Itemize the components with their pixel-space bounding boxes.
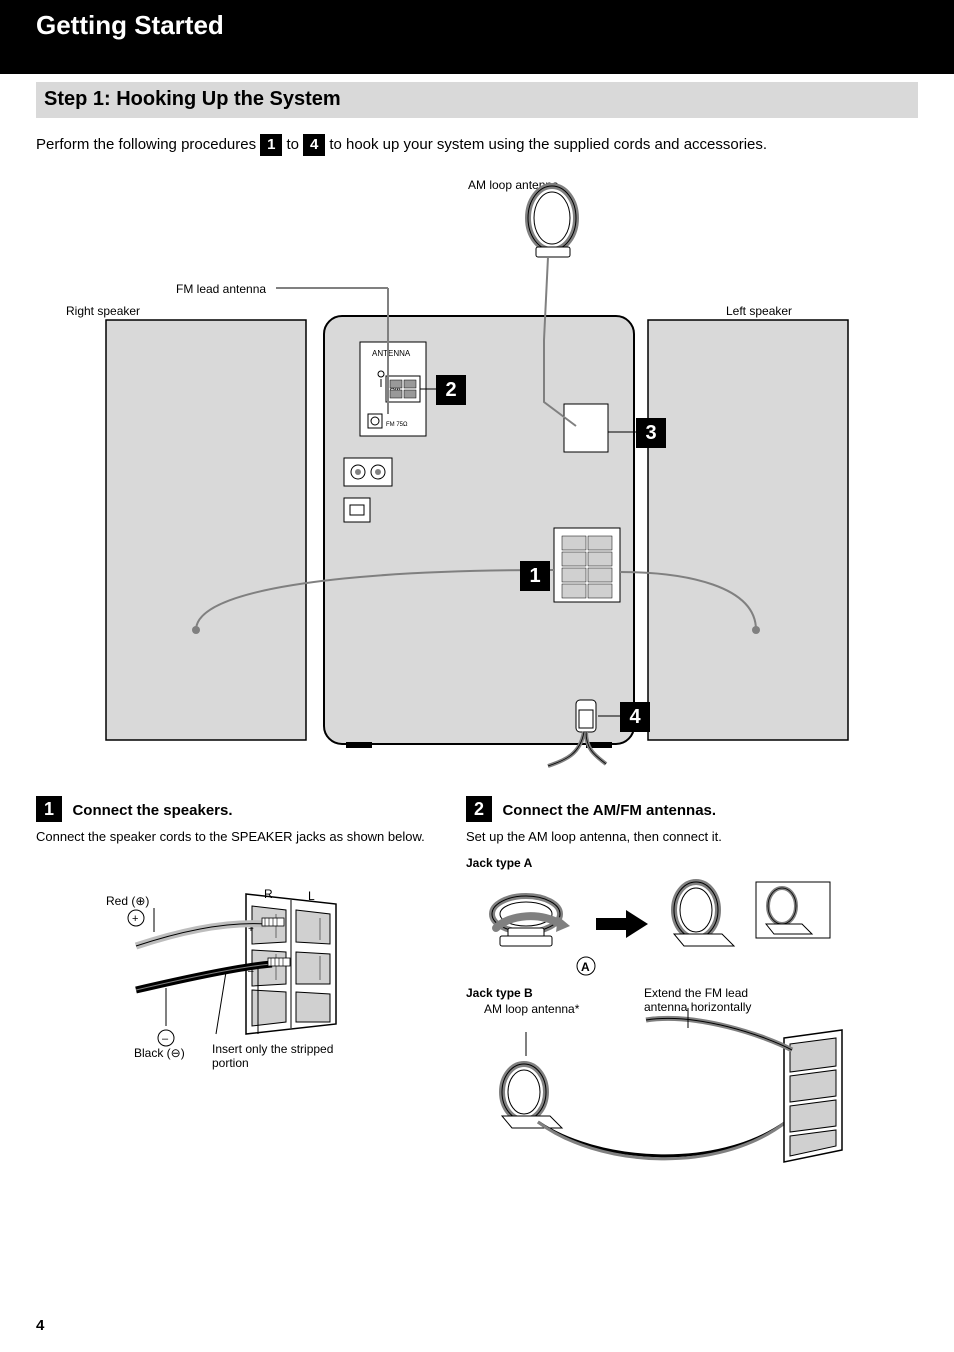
am-loop-caption: AM loop antenna* [484,1002,579,1016]
callout-1: 1 [520,561,550,591]
red-label: Red (⊕) [106,894,149,908]
step1-diagram: R L + – [36,866,436,1096]
jack-a-label: Jack type A [466,856,532,870]
step1-title: Connect the speakers. [72,802,232,819]
page-number: 4 [36,1317,44,1334]
header-bar: Getting Started [0,0,954,74]
svg-text:A: A [581,960,590,974]
svg-text:R: R [264,887,273,901]
step1-body: Connect the speaker cords to the SPEAKER… [36,828,436,846]
system-svg: ANTENNA AM FM 75Ω [36,170,918,770]
black-label: Black (⊖) [134,1046,185,1060]
svg-text:FM 75Ω: FM 75Ω [386,422,408,428]
main-diagram: FM lead antenna AM loop antenna Right sp… [36,170,918,770]
callout-2: 2 [436,375,466,405]
instruction-line: Perform the following procedures 1 to 4 … [36,134,918,156]
sub-header-bar: Step 1: Hooking Up the System [36,82,918,118]
step1-number: 1 [36,796,62,822]
fm-extend-caption: Extend the FM lead antenna horizontally [644,986,794,1014]
callout-3: 3 [636,418,666,448]
step2-diagram-a: Jack type A [466,856,876,976]
strip-label: Insert only the stripped portion [212,1042,352,1070]
instruction-prefix: Perform the following procedures [36,136,260,153]
step-ref-4: 4 [303,134,325,156]
step2-title: Connect the AM/FM antennas. [502,802,716,819]
callout-4: 4 [620,702,650,732]
instruction-suffix: to hook up your system using the supplie… [329,136,767,153]
instruction-mid: to [286,136,303,153]
step-ref-1: 1 [260,134,282,156]
svg-text:L: L [308,889,315,903]
sub-title: Step 1: Hooking Up the System [44,88,910,111]
svg-text:ANTENNA: ANTENNA [372,349,411,358]
step2-body: Set up the AM loop antenna, then connect… [466,828,876,846]
step-1-column: 1 Connect the speakers. Connect the spea… [36,796,436,1096]
step-2-column: 2 Connect the AM/FM antennas. Set up the… [466,796,876,1176]
svg-text:+: + [132,913,138,925]
step2-diagram-b: Jack type B [466,986,876,1176]
svg-text:–: – [162,1033,169,1045]
jack-b-label: Jack type B [466,986,533,1000]
section-title: Getting Started [36,10,918,41]
step2-number: 2 [466,796,492,822]
